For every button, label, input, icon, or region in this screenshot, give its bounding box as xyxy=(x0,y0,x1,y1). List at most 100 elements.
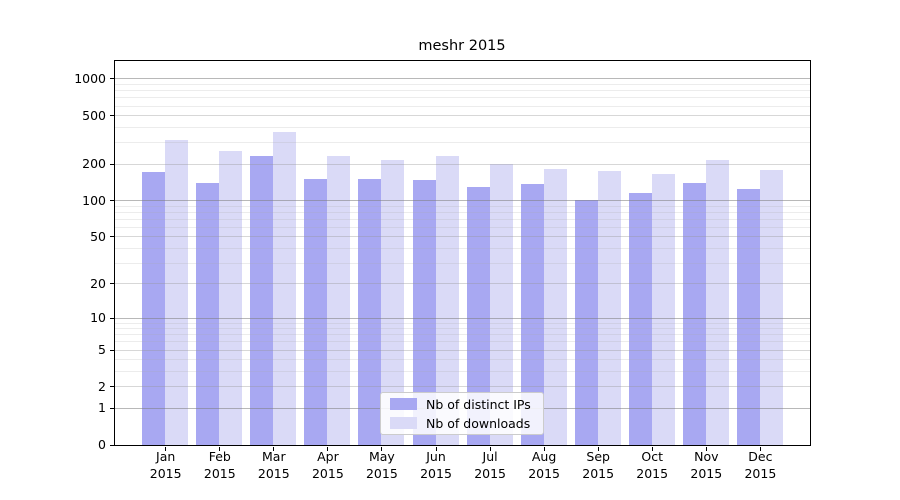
y-tick-label: 1 xyxy=(98,400,106,416)
gridline-major xyxy=(114,386,810,388)
y-tick-mark xyxy=(110,163,114,165)
gridline-minor xyxy=(114,205,810,207)
legend-item: Nb of distinct IPs xyxy=(390,397,543,412)
gridline-major xyxy=(114,236,810,238)
y-tick-mark xyxy=(110,317,114,319)
bar-downloads-jun xyxy=(435,156,459,445)
y-tick-mark xyxy=(110,115,114,117)
x-tick-label: Mar 2015 xyxy=(257,449,290,481)
gridline-minor xyxy=(114,359,810,361)
x-tick-label: Feb 2015 xyxy=(203,449,236,481)
y-tick-label: 20 xyxy=(90,275,106,291)
bar-distinct-ips-jan xyxy=(142,172,166,445)
x-tick-label: Oct 2015 xyxy=(636,449,669,481)
bar-distinct-ips-dec xyxy=(736,189,760,445)
x-tick-mark xyxy=(273,446,275,451)
bar-distinct-ips-jun xyxy=(412,180,436,445)
gridline-major xyxy=(114,349,810,351)
x-tick-mark xyxy=(165,446,167,451)
bar-downloads-jul xyxy=(489,164,513,445)
x-tick-label: Aug 2015 xyxy=(528,449,560,481)
bar-downloads-jan xyxy=(165,140,189,445)
y-tick-label: 0 xyxy=(98,437,106,452)
gridline-minor xyxy=(114,211,810,213)
y-tick-mark xyxy=(110,349,114,351)
bar-downloads-may xyxy=(381,159,405,445)
plot-area xyxy=(113,59,811,446)
bar-distinct-ips-sep xyxy=(574,200,598,445)
gridline-minor xyxy=(114,262,810,264)
bar-distinct-ips-may xyxy=(358,178,382,445)
y-tick-mark xyxy=(110,236,114,238)
bar-distinct-ips-feb xyxy=(196,183,220,445)
legend-swatch-distinct-ips-icon xyxy=(390,398,417,410)
bar-downloads-mar xyxy=(273,131,297,445)
x-tick-mark xyxy=(543,446,545,451)
bar-distinct-ips-mar xyxy=(250,156,274,445)
legend-item: Nb of downloads xyxy=(390,416,543,431)
y-tick-label: 2 xyxy=(98,378,106,394)
y-tick-label: 5 xyxy=(98,342,106,358)
y-tick-mark xyxy=(110,283,114,285)
bar-distinct-ips-aug xyxy=(520,184,544,445)
gridline-minor xyxy=(114,90,810,92)
x-tick-mark xyxy=(489,446,491,451)
y-tick-mark xyxy=(110,407,114,409)
gridline-minor xyxy=(114,226,810,228)
bar-downloads-dec xyxy=(759,170,783,445)
gridline-minor xyxy=(114,328,810,330)
x-tick-mark xyxy=(597,446,599,451)
x-tick-mark xyxy=(651,446,653,451)
gridline-major xyxy=(114,163,810,165)
y-tick-label: 1000 xyxy=(74,70,106,86)
y-tick-mark xyxy=(110,200,114,201)
gridline-minor xyxy=(114,218,810,220)
y-tick-label: 10 xyxy=(90,310,106,325)
x-tick-label: Apr 2015 xyxy=(311,449,344,481)
x-tick-mark xyxy=(219,446,221,451)
gridline-major xyxy=(114,317,810,319)
x-tick-label: May 2015 xyxy=(365,449,398,481)
bar-downloads-feb xyxy=(219,150,243,445)
legend-label: Nb of downloads xyxy=(426,415,531,431)
bar-downloads-aug xyxy=(543,168,567,445)
gridline-major xyxy=(114,200,810,201)
gridline-minor xyxy=(114,84,810,85)
bar-downloads-apr xyxy=(327,156,351,445)
gridline-major xyxy=(114,115,810,117)
gridline-major xyxy=(114,78,810,80)
x-tick-mark xyxy=(759,446,761,451)
gridline-minor xyxy=(114,247,810,249)
x-tick-mark xyxy=(705,446,707,451)
bar-downloads-nov xyxy=(705,159,729,445)
gridline-major xyxy=(114,283,810,285)
x-tick-mark xyxy=(381,446,383,451)
x-tick-label: Sep 2015 xyxy=(582,449,615,481)
gridline-minor xyxy=(114,126,810,128)
y-tick-mark xyxy=(110,386,114,388)
y-tick-label: 100 xyxy=(82,192,106,208)
bar-distinct-ips-apr xyxy=(304,178,328,445)
bar-distinct-ips-oct xyxy=(628,192,652,445)
x-tick-label: Dec 2015 xyxy=(744,449,777,481)
x-tick-mark xyxy=(327,446,329,451)
bar-downloads-oct xyxy=(651,173,675,445)
legend-swatch-downloads-icon xyxy=(390,417,417,429)
gridline-minor xyxy=(114,97,810,99)
x-tick-mark xyxy=(435,446,437,451)
x-tick-label: Jul 2015 xyxy=(474,449,506,481)
bar-downloads-sep xyxy=(597,170,621,445)
bar-distinct-ips-nov xyxy=(682,183,706,445)
x-tick-label: Jan 2015 xyxy=(149,449,182,481)
y-tick-label: 50 xyxy=(90,228,106,244)
y-tick-label: 200 xyxy=(82,156,106,171)
bar-distinct-ips-jul xyxy=(466,187,490,445)
y-tick-mark xyxy=(110,78,114,80)
gridline-minor xyxy=(114,341,810,343)
legend-label: Nb of distinct IPs xyxy=(426,396,531,412)
y-tick-mark xyxy=(110,444,114,446)
gridline-minor xyxy=(114,322,810,324)
gridline-minor xyxy=(114,105,810,107)
gridline-minor xyxy=(114,371,810,372)
